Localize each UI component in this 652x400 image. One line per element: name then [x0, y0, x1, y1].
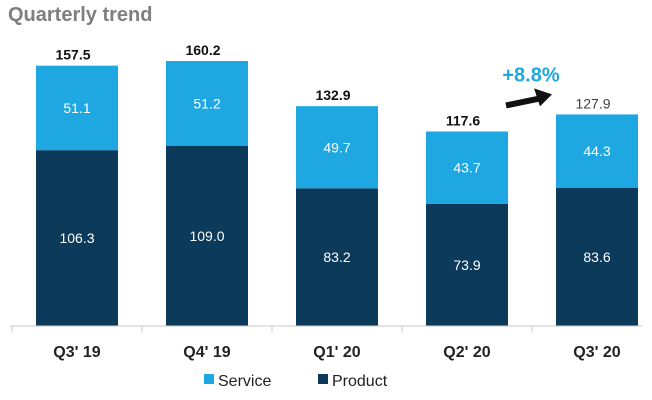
chart-title: Quarterly trend: [8, 4, 153, 26]
value-label-service-q4-19: 51.2: [193, 95, 220, 111]
total-label-q1-20: 132.9: [315, 87, 350, 103]
value-label-product-q4-19: 109.0: [189, 228, 224, 244]
value-label-service-q1-20: 49.7: [323, 139, 350, 155]
value-label-product-q1-20: 83.2: [323, 249, 350, 265]
x-tick-q1-20: Q1' 20: [313, 344, 360, 361]
bar-service-q3-20: [556, 114, 638, 188]
x-tick-q3-19: Q3' 19: [53, 344, 100, 361]
growth-label: +8.8%: [502, 64, 559, 86]
legend-swatch-service: [204, 374, 214, 384]
value-label-product-q2-20: 73.9: [453, 257, 480, 273]
legend: Service Product: [204, 373, 388, 390]
x-tick-q3-20: Q3' 20: [573, 344, 620, 361]
bar-product-q3-20: [556, 187, 638, 326]
growth-arrow-head: [534, 88, 552, 107]
total-label-q2-20: 117.6: [446, 112, 480, 128]
value-label-service-q2-20: 43.7: [453, 160, 480, 176]
value-label-service-q3-19: 51.1: [63, 100, 90, 116]
labels-group: 106.3 51.1 157.5 109.0 51.2 160.2 83.2 49.7 132.…: [55, 42, 610, 273]
legend-label-product: Product: [332, 373, 388, 390]
bar-product-q1-20: [296, 188, 378, 326]
total-label-q4-19: 160.2: [185, 42, 220, 58]
x-ticks-group: Q3' 19 Q4' 19 Q1' 20 Q2' 20 Q3' 20: [11, 326, 621, 361]
bar-service-q1-20: [296, 106, 378, 189]
bar-product-q2-20: [426, 203, 508, 326]
value-label-service-q3-20: 44.3: [583, 143, 610, 159]
x-tick-q4-19: Q4' 19: [183, 344, 230, 361]
total-label-q3-20: 127.9: [575, 95, 610, 111]
legend-swatch-product: [318, 374, 328, 384]
value-label-product-q3-19: 106.3: [59, 230, 94, 246]
legend-label-service: Service: [218, 373, 271, 390]
value-label-product-q3-20: 83.6: [583, 249, 610, 265]
total-label-q3-19: 157.5: [55, 47, 90, 63]
x-tick-q2-20: Q2' 20: [443, 344, 490, 361]
bar-product-q3-19: [36, 150, 118, 326]
bar-service-q4-19: [166, 61, 248, 146]
bar-service-q3-19: [36, 65, 118, 151]
bar-product-q4-19: [166, 145, 248, 326]
bar-service-q2-20: [426, 131, 508, 204]
growth-arrow-shaft: [505, 95, 541, 109]
bars-group: [36, 61, 638, 326]
growth-annotation: +8.8%: [502, 64, 560, 109]
